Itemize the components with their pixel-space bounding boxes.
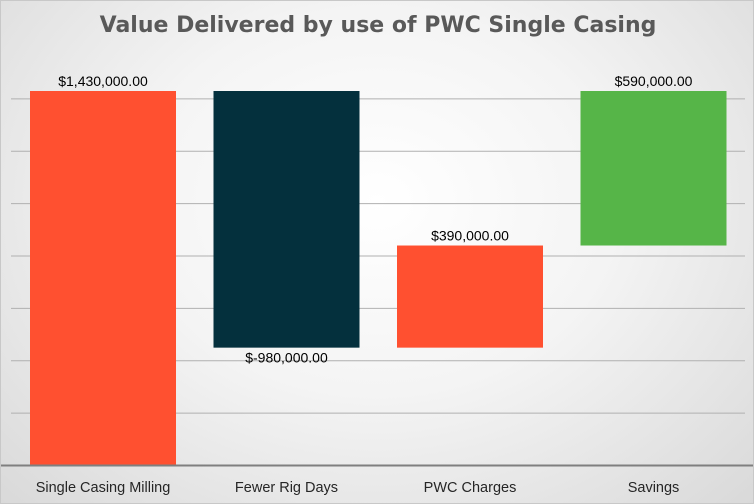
x-tick-labels: Single Casing Milling Fewer Rig Days PWC C… bbox=[36, 480, 680, 496]
data-label-savings: $590,000.00 bbox=[615, 73, 693, 89]
bar-savings bbox=[580, 91, 727, 246]
bar-single-casing-milling bbox=[30, 91, 176, 466]
data-label-single-casing-milling: $1,430,000.00 bbox=[58, 73, 148, 89]
data-label-fewer-rig-days: $-980,000.00 bbox=[245, 350, 328, 366]
bars bbox=[30, 91, 727, 466]
tick-label-savings: Savings bbox=[628, 480, 680, 496]
tick-label-fewer-rig-days: Fewer Rig Days bbox=[235, 480, 338, 496]
data-labels: $1,430,000.00 $-980,000.00 $390,000.00 $590… bbox=[58, 73, 692, 366]
data-label-pwc-charges: $390,000.00 bbox=[431, 228, 509, 244]
tick-label-single-casing-milling: Single Casing Milling bbox=[36, 480, 171, 496]
chart-title: Value Delivered by use of PWC Single Cas… bbox=[100, 13, 657, 38]
tick-label-pwc-charges: PWC Charges bbox=[424, 480, 517, 496]
bar-fewer-rig-days bbox=[213, 91, 360, 348]
bar-pwc-charges bbox=[397, 245, 543, 348]
